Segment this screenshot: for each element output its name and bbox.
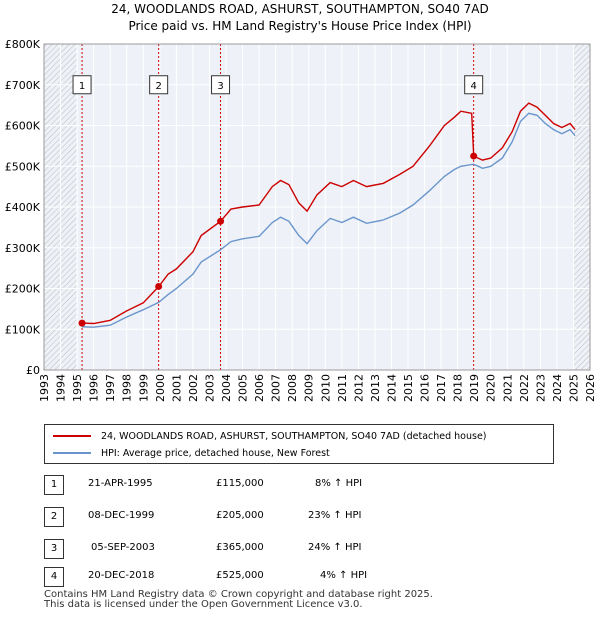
- x-tick-label: 1998: [121, 374, 134, 402]
- legend-item-price-paid: 24, WOODLANDS ROAD, ASHURST, SOUTHAMPTON…: [53, 429, 487, 443]
- x-tick-label: 2004: [220, 374, 233, 402]
- legend-item-hpi: HPI: Average price, detached house, New …: [53, 446, 330, 460]
- x-tick-label: 2010: [319, 374, 332, 402]
- x-tick-label: 1996: [88, 374, 101, 402]
- transaction-hpi: 24% ↑ HPI: [308, 542, 362, 553]
- sale-point: [217, 217, 225, 225]
- x-tick-label: 1994: [55, 374, 68, 402]
- hpi-line: [82, 112, 576, 328]
- transaction-price: £205,000: [216, 510, 264, 521]
- x-tick-label: 2006: [253, 374, 266, 402]
- x-tick-label: 2002: [187, 374, 200, 402]
- chart-title: 24, WOODLANDS ROAD, ASHURST, SOUTHAMPTON…: [111, 2, 489, 16]
- sale-marker-box: [464, 75, 484, 95]
- x-tick-label: 2011: [336, 374, 349, 402]
- sale-marker-label: 2: [155, 81, 161, 92]
- transaction-hpi: 23% ↑ HPI: [308, 510, 362, 521]
- chart-subtitle: Price paid vs. HM Land Registry's House …: [128, 19, 472, 33]
- x-tick-label: 2009: [303, 374, 316, 402]
- sale-point: [470, 152, 478, 160]
- x-tick-label: 2018: [452, 374, 465, 402]
- transaction-price: £525,000: [216, 570, 264, 581]
- transaction-row: 3 05-SEP-2003 £365,000 24% ↑ HPI: [44, 539, 564, 559]
- sale-marker-label: 3: [217, 81, 223, 92]
- x-tick-label: 2008: [286, 374, 299, 402]
- sale-marker-box: [149, 75, 169, 95]
- footer-license: This data is licensed under the Open Gov…: [44, 599, 363, 610]
- x-tick-label: 2015: [402, 374, 415, 402]
- transaction-date: 20-DEC-2018: [88, 570, 155, 581]
- transaction-number: 4: [44, 567, 64, 587]
- price-chart: £0 £100K £200K £300K £400K £500K £600K £700K £80…: [5, 38, 597, 402]
- sale-marker-label: 1: [79, 81, 85, 92]
- legend: 24, WOODLANDS ROAD, ASHURST, SOUTHAMPTON…: [44, 424, 554, 464]
- x-tick-label: 2019: [468, 374, 481, 402]
- x-tick-label: 2005: [237, 374, 250, 402]
- transaction-number: 3: [44, 539, 64, 559]
- y-tick-label: £100K: [5, 323, 41, 336]
- sale-marker-label: 4: [470, 81, 476, 92]
- y-tick-label: £0: [26, 364, 40, 377]
- y-tick-label: £300K: [5, 242, 41, 255]
- x-tick-label: 2020: [485, 374, 498, 402]
- y-tick-label: £400K: [5, 201, 41, 214]
- y-tick-label: £500K: [5, 160, 41, 173]
- x-tick-label: 2016: [419, 374, 432, 402]
- x-tick-label: 2024: [551, 374, 564, 402]
- sale-marker-box: [211, 75, 231, 95]
- sale-point: [155, 282, 163, 290]
- transaction-row: 4 20-DEC-2018 £525,000 4% ↑ HPI: [44, 567, 564, 587]
- y-tick-label: £200K: [5, 283, 41, 296]
- plot-frame: [43, 43, 591, 371]
- x-tick-label: 2003: [203, 374, 216, 402]
- x-tick-label: 2000: [154, 374, 167, 402]
- sale-point: [78, 319, 86, 327]
- transaction-price: £115,000: [216, 478, 264, 489]
- x-tick-label: 2017: [435, 374, 448, 402]
- legend-swatch-hpi: [53, 452, 91, 454]
- x-tick-label: 2026: [584, 374, 597, 402]
- transaction-date: 05-SEP-2003: [91, 542, 155, 553]
- y-tick-label: £800K: [5, 38, 41, 51]
- footer: Contains HM Land Registry data © Crown c…: [44, 590, 433, 610]
- x-tick-label: 2013: [369, 374, 382, 402]
- price-paid-line: [82, 102, 576, 325]
- x-tick-label: 1999: [137, 374, 150, 402]
- transaction-price: £365,000: [216, 542, 264, 553]
- transaction-number: 2: [44, 507, 64, 527]
- legend-label-price-paid: 24, WOODLANDS ROAD, ASHURST, SOUTHAMPTON…: [101, 430, 487, 442]
- x-tick-label: 2025: [567, 374, 580, 402]
- x-tick-label: 2001: [170, 374, 183, 402]
- y-tick-label: £600K: [5, 120, 41, 133]
- footer-copyright: Contains HM Land Registry data © Crown c…: [44, 589, 433, 600]
- x-tick-label: 2007: [270, 374, 283, 402]
- legend-label-hpi: HPI: Average price, detached house, New …: [101, 447, 330, 459]
- x-tick-label: 2022: [518, 374, 531, 402]
- transaction-row: 1 21-APR-1995 £115,000 8% ↑ HPI: [44, 475, 564, 495]
- x-tick-label: 2021: [501, 374, 514, 402]
- x-tick-label: 2023: [534, 374, 547, 402]
- x-tick-label: 1997: [104, 374, 117, 402]
- x-tick-label: 2014: [385, 374, 398, 402]
- transaction-hpi: 4% ↑ HPI: [320, 570, 368, 581]
- transaction-number: 1: [44, 475, 64, 495]
- x-tick-label: 1993: [38, 374, 51, 402]
- sale-marker-box: [72, 75, 92, 95]
- transaction-row: 2 08-DEC-1999 £205,000 23% ↑ HPI: [44, 507, 564, 527]
- y-tick-label: £700K: [5, 79, 41, 92]
- transaction-date: 08-DEC-1999: [88, 510, 155, 521]
- x-tick-label: 1995: [71, 374, 84, 402]
- transaction-date: 21-APR-1995: [88, 478, 153, 489]
- x-tick-label: 2012: [352, 374, 365, 402]
- transaction-hpi: 8% ↑ HPI: [315, 478, 363, 489]
- legend-swatch-price-paid: [53, 435, 91, 437]
